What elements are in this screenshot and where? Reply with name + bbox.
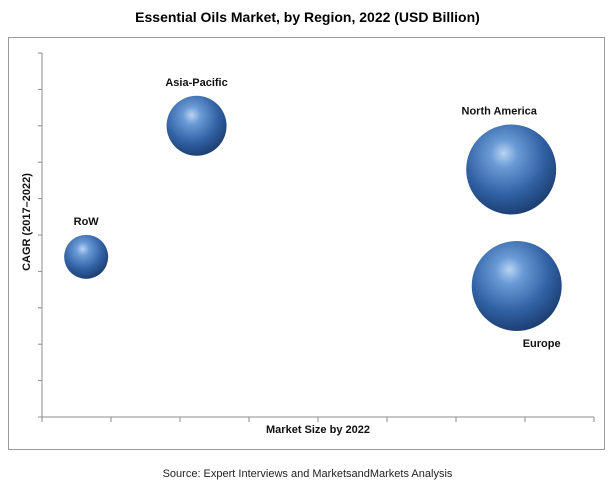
source-note: Source: Expert Interviews and Marketsand… <box>162 468 453 480</box>
bubble-label: RoW <box>74 216 100 228</box>
bubble-label: Europe <box>523 338 561 350</box>
bubbles-group: RoW Asia-Pacific North America Europe <box>64 77 562 350</box>
bubble-label: North America <box>462 105 538 117</box>
bubble-north-america <box>466 124 557 215</box>
bubble-row <box>64 234 109 279</box>
bubble-label: Asia-Pacific <box>165 77 227 89</box>
x-axis-label: Market Size by 2022 <box>266 424 370 436</box>
y-axis-label: CAGR (2017–2022) <box>21 173 33 271</box>
chart-title: Essential Oils Market, by Region, 2022 (… <box>135 9 480 25</box>
bubble-europe <box>471 240 562 331</box>
bubble-asia-pacific <box>166 95 227 156</box>
axes-group <box>38 52 595 422</box>
chart-frame <box>8 37 605 450</box>
